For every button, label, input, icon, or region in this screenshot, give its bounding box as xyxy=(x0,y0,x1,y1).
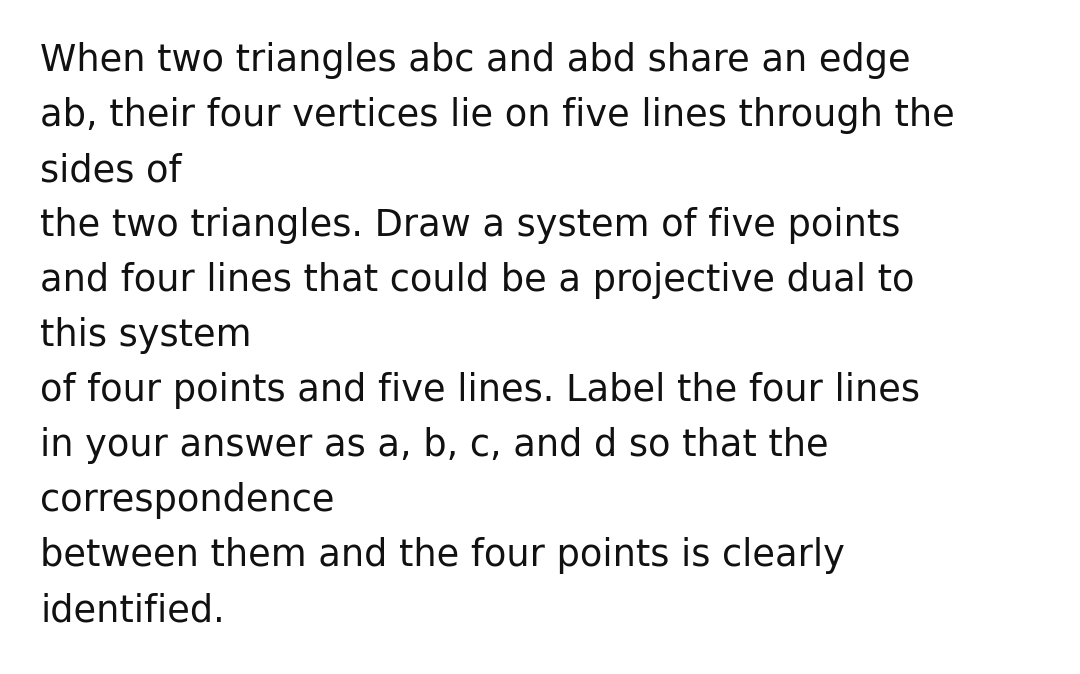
Text: When two triangles abc and abd share an edge: When two triangles abc and abd share an … xyxy=(40,42,910,79)
Text: ab, their four vertices lie on five lines through the: ab, their four vertices lie on five line… xyxy=(40,97,955,134)
Text: this system: this system xyxy=(40,317,252,354)
Text: sides of: sides of xyxy=(40,152,181,189)
Text: the two triangles. Draw a system of five points: the two triangles. Draw a system of five… xyxy=(40,207,901,244)
Text: in your answer as a, b, c, and d so that the: in your answer as a, b, c, and d so that… xyxy=(40,427,828,464)
Text: identified.: identified. xyxy=(40,592,225,629)
Text: and four lines that could be a projective dual to: and four lines that could be a projectiv… xyxy=(40,262,915,299)
Text: correspondence: correspondence xyxy=(40,482,335,519)
Text: of four points and five lines. Label the four lines: of four points and five lines. Label the… xyxy=(40,372,920,409)
Text: between them and the four points is clearly: between them and the four points is clea… xyxy=(40,537,845,574)
